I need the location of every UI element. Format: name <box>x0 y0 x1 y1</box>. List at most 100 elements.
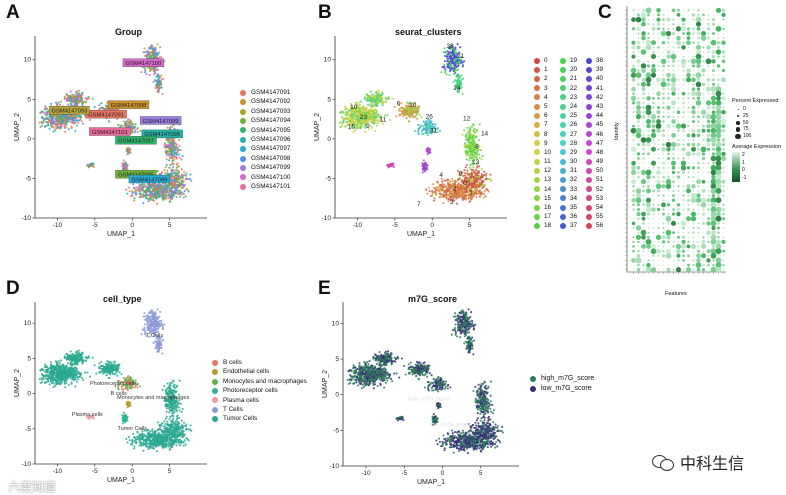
cell-point <box>55 119 57 121</box>
cell-point <box>157 170 159 172</box>
cell-point <box>122 165 124 167</box>
x-tick-label: 0 <box>130 468 134 475</box>
cell-point <box>167 188 169 190</box>
cell-point <box>152 188 154 190</box>
cell-point <box>128 187 130 189</box>
cell-point <box>52 131 54 133</box>
cell-point <box>344 105 346 107</box>
cell-point <box>453 68 455 70</box>
cell-point <box>473 140 475 142</box>
y-tick-label: -10 <box>330 463 340 470</box>
cell-point <box>139 193 141 195</box>
cell-point <box>372 99 374 101</box>
cell-point <box>475 196 477 198</box>
cell-point <box>480 149 482 151</box>
cell-point <box>179 184 181 186</box>
cell-point <box>454 64 456 66</box>
cell-point <box>78 92 80 94</box>
cell-point <box>157 53 159 55</box>
cell-point <box>158 190 160 192</box>
cell-point <box>374 117 376 119</box>
cell-point <box>49 383 51 385</box>
cell-point <box>132 123 134 125</box>
cell-point <box>178 171 180 173</box>
cell-point <box>163 197 165 199</box>
cell-point <box>474 187 476 189</box>
cell-point <box>43 120 45 122</box>
cell-point <box>46 107 48 109</box>
cell-point <box>178 145 180 147</box>
cell-point <box>185 178 187 180</box>
cell-point <box>128 149 130 151</box>
cell-point <box>155 76 157 78</box>
cell-point <box>86 164 88 166</box>
cell-point <box>50 117 52 119</box>
cell-point <box>166 186 168 188</box>
y-tick-label: 5 <box>27 96 31 103</box>
cell-point <box>426 148 428 150</box>
cell-point <box>375 91 377 93</box>
cell-point <box>141 189 143 191</box>
cell-point <box>125 125 127 127</box>
cell-point <box>467 139 469 141</box>
cell-point <box>369 100 371 102</box>
cell-point <box>452 81 454 83</box>
cell-point <box>432 183 434 185</box>
cell-point <box>376 115 378 117</box>
cell-point <box>477 178 479 180</box>
cell-point <box>421 162 423 164</box>
cell-point <box>149 56 151 58</box>
cell-point <box>365 93 367 95</box>
cell-point <box>149 191 151 193</box>
cell-point <box>371 113 373 115</box>
cell-point <box>477 185 479 187</box>
cell-point <box>472 183 474 185</box>
cell-point <box>133 197 135 199</box>
cell-point <box>149 74 151 76</box>
cell-point <box>140 71 142 73</box>
cell-point <box>452 61 454 63</box>
cell-point <box>393 166 395 168</box>
cell-point <box>463 129 465 131</box>
cell-point <box>476 180 478 182</box>
cell-point <box>169 141 171 143</box>
cell-point <box>408 112 410 114</box>
cell-point <box>370 126 372 128</box>
y-tick-label: -5 <box>25 175 31 182</box>
cell-point <box>483 171 485 173</box>
cell-point <box>123 120 125 122</box>
cell-point <box>485 173 487 175</box>
cell-point <box>352 120 354 122</box>
cell-point <box>460 178 462 180</box>
cell-point <box>190 180 192 182</box>
cell-point <box>461 134 463 136</box>
cell-point <box>82 123 84 125</box>
cell-point <box>168 194 170 196</box>
cell-point <box>55 123 57 125</box>
cell-point <box>145 197 147 199</box>
cell-point <box>57 119 59 121</box>
cell-point <box>44 105 46 107</box>
cell-point <box>136 128 138 130</box>
cell-point <box>121 162 123 164</box>
cell-point <box>370 103 372 105</box>
cell-point <box>445 194 447 196</box>
cell-point <box>50 124 52 126</box>
cell-point <box>129 190 131 192</box>
cell-point <box>72 96 74 98</box>
cell-point <box>176 158 178 160</box>
cell-point <box>170 164 172 166</box>
cell-point <box>51 122 53 124</box>
cell-point <box>76 381 78 383</box>
cell-point <box>139 130 141 132</box>
cell-point <box>145 73 147 75</box>
cell-point <box>474 128 476 130</box>
cell-point <box>53 115 55 117</box>
cell-point <box>474 179 476 181</box>
cell-point <box>482 184 484 186</box>
cell-point <box>472 130 474 132</box>
cell-point <box>461 196 463 198</box>
cell-point <box>61 116 63 118</box>
cell-point <box>175 153 177 155</box>
cell-point <box>477 193 479 195</box>
